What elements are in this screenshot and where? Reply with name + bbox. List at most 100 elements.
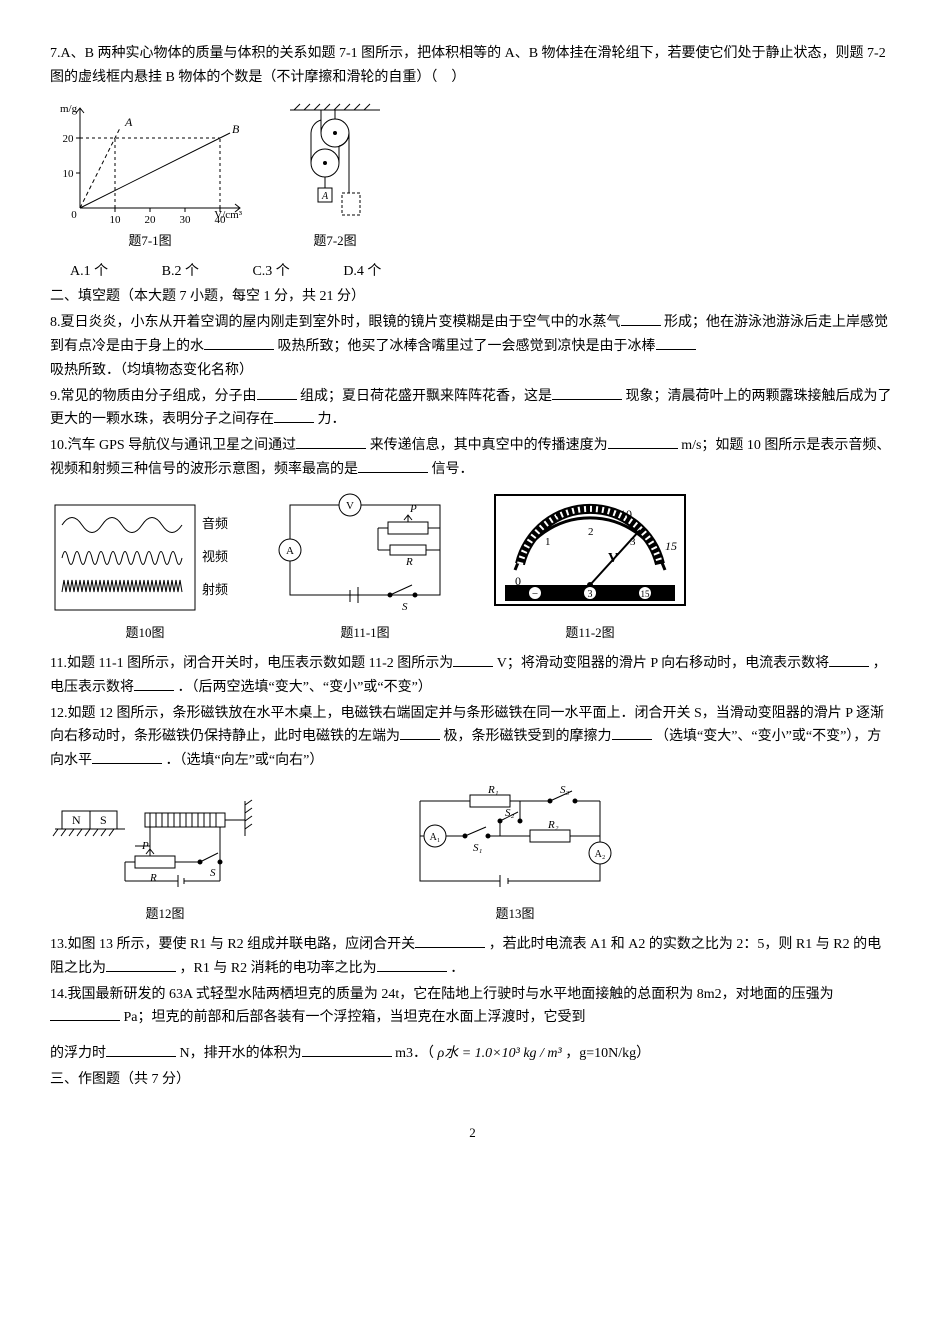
svg-text:3: 3 bbox=[588, 589, 593, 600]
page-number: 2 bbox=[50, 1122, 895, 1144]
svg-text:V/cm³: V/cm³ bbox=[214, 209, 242, 221]
blank bbox=[612, 725, 652, 740]
svg-text:A: A bbox=[124, 115, 133, 129]
blank bbox=[829, 652, 869, 667]
blank bbox=[274, 408, 314, 423]
svg-text:R₁: R₁ bbox=[487, 784, 499, 796]
blank bbox=[358, 458, 428, 473]
q9-seg-a: 9.常见的物质由分子组成，分子由 bbox=[50, 389, 257, 404]
q9-seg-d: 力． bbox=[318, 412, 346, 427]
q7-opt-b: B.2 个 bbox=[162, 260, 199, 284]
q13-fig: A₁ A₂ R₁ R₂ S₁ S₂ S₃ 题13图 bbox=[400, 781, 630, 925]
q8-text: 8.夏日炎炎，小东从开着空调的屋内刚走到室外时，眼镜的镜片变模糊是由于空气中的水… bbox=[50, 311, 895, 382]
q11-seg-a: 11.如题 11-1 图所示，闭合开关时，电压表示数如题 11-2 图所示为 bbox=[50, 656, 453, 671]
q11-fig1-caption: 题11-1图 bbox=[270, 622, 460, 644]
wave-label-audio: 音频 bbox=[202, 516, 228, 531]
q12-text: 12.如题 12 图所示，条形磁铁放在水平木桌上，电磁铁右端固定并与条形磁铁在同… bbox=[50, 702, 895, 773]
q14-formula: ρ水 = 1.0×10³ kg / m³ bbox=[438, 1046, 562, 1061]
circuit-diagram-11: V A P R S bbox=[270, 490, 460, 620]
blank bbox=[92, 749, 162, 764]
svg-text:10: 10 bbox=[63, 168, 75, 180]
svg-text:A: A bbox=[286, 545, 294, 557]
q13-text: 13.如图 13 所示，要使 R1 与 R2 组成并联电路，应闭合开关 ，若此时… bbox=[50, 933, 895, 981]
q7-fig1-caption: 题7-1图 bbox=[50, 230, 250, 252]
svg-text:V: V bbox=[346, 500, 354, 512]
blank bbox=[134, 676, 174, 691]
q13-seg-a: 13.如图 13 所示，要使 R1 与 R2 组成并联电路，应闭合开关 bbox=[50, 937, 415, 952]
blank bbox=[204, 335, 274, 350]
q7-pulley-diagram: A bbox=[280, 98, 390, 228]
svg-text:5: 5 bbox=[555, 509, 561, 523]
svg-text:0: 0 bbox=[71, 209, 77, 221]
wave-label-video: 视频 bbox=[202, 549, 228, 564]
q11-fig2-caption: 题11-2图 bbox=[490, 622, 690, 644]
blank bbox=[302, 1042, 392, 1057]
svg-text:m/g: m/g bbox=[60, 103, 78, 115]
q10-seg-d: 信号． bbox=[432, 462, 474, 477]
wave-label-rf: 射频 bbox=[202, 582, 228, 597]
q13-fig-caption: 题13图 bbox=[400, 903, 630, 925]
q11-seg-b: V；将滑动变阻器的滑片 P 向右移动时，电流表示数将 bbox=[497, 656, 829, 671]
svg-text:30: 30 bbox=[180, 214, 192, 226]
q11-fig2: 0 5 10 15 1 2 3 V − 3 15 题11-2图 bbox=[490, 490, 690, 644]
blank bbox=[656, 335, 696, 350]
svg-text:20: 20 bbox=[63, 133, 75, 145]
q7-options: A.1 个 B.2 个 C.3 个 D.4 个 bbox=[50, 260, 895, 284]
q11-seg-d: ．（后两空选填“变大”、“变小”或“不变”） bbox=[178, 680, 432, 695]
svg-text:−: − bbox=[532, 588, 538, 600]
q11-fig1: V A P R S 题11-1图 bbox=[270, 490, 460, 644]
svg-text:A₁: A₁ bbox=[430, 832, 441, 843]
q7-text: 7.A、B 两种实心物体的质量与体积的关系如题 7-1 图所示，把体积相等的 A… bbox=[50, 42, 895, 90]
q12-seg-d: ．（选填“向左”或“向右”） bbox=[166, 753, 324, 768]
svg-text:R: R bbox=[149, 872, 157, 884]
section2-heading: 二、填空题（本大题 7 小题，每空 1 分，共 21 分） bbox=[50, 285, 895, 309]
blank bbox=[400, 725, 440, 740]
svg-text:S: S bbox=[402, 601, 408, 613]
voltmeter-face: 0 5 10 15 1 2 3 V − 3 15 bbox=[490, 490, 690, 620]
blank bbox=[106, 1042, 176, 1057]
q13-seg-d: ． bbox=[450, 961, 464, 976]
svg-text:R: R bbox=[405, 556, 413, 568]
svg-text:A: A bbox=[321, 191, 329, 202]
circuit-diagram-13: A₁ A₂ R₁ R₂ S₁ S₂ S₃ bbox=[400, 781, 630, 901]
q10-seg-b: 来传递信息，其中真空中的传播速度为 bbox=[370, 438, 608, 453]
blank bbox=[257, 385, 297, 400]
q14-seg-c: 的浮力时 bbox=[50, 1046, 106, 1061]
blank bbox=[415, 933, 485, 948]
svg-text:1: 1 bbox=[545, 536, 551, 548]
q8-seg-a: 8.夏日炎炎，小东从开着空调的屋内刚走到室外时，眼镜的镜片变模糊是由于空气中的水… bbox=[50, 315, 621, 330]
q9-seg-b: 组成；夏日荷花盛开飘来阵阵花香，这是 bbox=[300, 389, 552, 404]
svg-text:S: S bbox=[100, 813, 107, 827]
q10-11-figures: 音频 视频 射频 题10图 bbox=[50, 490, 895, 644]
svg-text:15: 15 bbox=[665, 539, 677, 553]
blank bbox=[106, 957, 176, 972]
q7-opt-a: A.1 个 bbox=[70, 260, 108, 284]
blank bbox=[377, 957, 447, 972]
svg-text:S₃: S₃ bbox=[560, 784, 570, 796]
electromagnet-diagram: N S bbox=[50, 791, 280, 901]
q8-seg-c: 吸热所致；他买了冰棒含嘴里过了一会感觉到凉快是由于冰棒 bbox=[278, 339, 656, 354]
blank bbox=[621, 311, 661, 326]
q14-seg-f: ，g=10N/kg） bbox=[565, 1046, 650, 1061]
q7-fig2-caption: 题7-2图 bbox=[280, 230, 390, 252]
svg-text:P: P bbox=[409, 503, 417, 515]
q7-fig2: A 题7-2图 bbox=[280, 98, 390, 252]
q12-seg-b: 极，条形磁铁受到的摩擦力 bbox=[444, 729, 612, 744]
q11-text: 11.如题 11-1 图所示，闭合开关时，电压表示数如题 11-2 图所示为 V… bbox=[50, 652, 895, 700]
q7-fig1: 10 20 30 40 10 20 0 m/g V/cm³ A B 题7-1图 bbox=[50, 98, 250, 252]
svg-text:B: B bbox=[232, 122, 240, 136]
q7-chart: 10 20 30 40 10 20 0 m/g V/cm³ A B bbox=[50, 98, 250, 228]
q14-seg-a: 14.我国最新研发的 63A 式轻型水陆两栖坦克的质量为 24t，它在陆地上行驶… bbox=[50, 987, 834, 1002]
svg-text:20: 20 bbox=[145, 214, 157, 226]
svg-text:S₁: S₁ bbox=[473, 842, 483, 854]
svg-text:10: 10 bbox=[620, 507, 632, 521]
q14-seg-b: Pa；坦克的前部和后部各装有一个浮控箱，当坦克在水面上浮渡时，它受到 bbox=[124, 1010, 586, 1025]
section3-heading: 三、作图题（共 7 分） bbox=[50, 1068, 895, 1092]
blank bbox=[608, 434, 678, 449]
svg-text:A₂: A₂ bbox=[595, 849, 606, 860]
svg-text:10: 10 bbox=[110, 214, 122, 226]
waveform-diagram: 音频 视频 射频 bbox=[50, 500, 240, 620]
q14-text-1: 14.我国最新研发的 63A 式轻型水陆两栖坦克的质量为 24t，它在陆地上行驶… bbox=[50, 983, 895, 1031]
svg-text:N: N bbox=[72, 813, 81, 827]
svg-text:2: 2 bbox=[588, 526, 594, 538]
